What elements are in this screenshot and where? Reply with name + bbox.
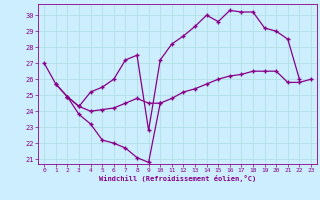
X-axis label: Windchill (Refroidissement éolien,°C): Windchill (Refroidissement éolien,°C) [99,175,256,182]
